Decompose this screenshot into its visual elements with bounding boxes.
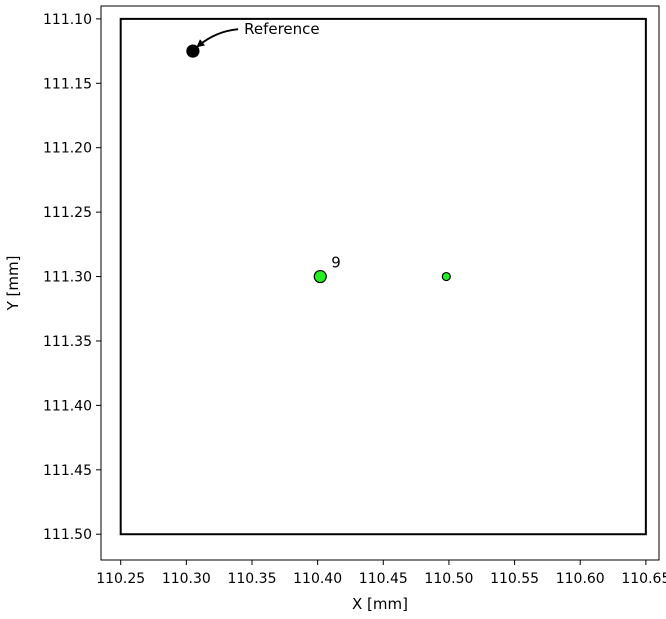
x-tick-label: 110.25 <box>96 571 145 587</box>
y-axis-label: Y [mm] <box>4 256 22 312</box>
x-tick-label: 110.55 <box>490 571 539 587</box>
x-tick-label: 110.45 <box>359 571 408 587</box>
x-tick-label: 110.60 <box>556 571 605 587</box>
y-tick-label: 111.10 <box>43 12 92 28</box>
x-tick-label: 110.35 <box>227 571 276 587</box>
axes-frame <box>100 5 660 561</box>
y-tick-label: 111.20 <box>43 141 92 157</box>
y-tick-label: 111.35 <box>43 334 92 350</box>
x-tick-label: 110.30 <box>162 571 211 587</box>
x-tick-label: 110.40 <box>293 571 342 587</box>
y-tick-label: 111.25 <box>43 205 92 221</box>
annotation-arrow <box>196 28 239 48</box>
reference-marker <box>186 44 200 58</box>
y-tick-label: 111.15 <box>43 76 92 92</box>
x-tick-label: 110.50 <box>424 571 473 587</box>
boundary-rectangle <box>119 17 647 536</box>
x-axis-ticks: 110.25 110.30 110.35 110.40 110.45 110.50 110.… <box>96 560 666 587</box>
y-tick-label: 111.45 <box>43 463 92 479</box>
y-tick-label: 111.40 <box>43 398 92 414</box>
y-tick-label: 111.30 <box>43 270 92 286</box>
point-9-marker <box>313 269 327 284</box>
point-small-marker <box>441 271 451 282</box>
points-layer: 9 <box>186 44 451 284</box>
x-axis-label: X [mm] <box>352 595 408 613</box>
y-axis-ticks: 111.10 111.15 111.20 111.25 111.30 111.35 111.… <box>43 12 101 543</box>
point-9-label: 9 <box>331 254 341 272</box>
annotation-label: Reference <box>244 20 320 38</box>
annotation-layer: Reference <box>196 20 320 48</box>
y-tick-label: 111.50 <box>43 527 92 543</box>
x-tick-label: 110.65 <box>621 571 666 587</box>
boundary-layer <box>119 17 647 536</box>
